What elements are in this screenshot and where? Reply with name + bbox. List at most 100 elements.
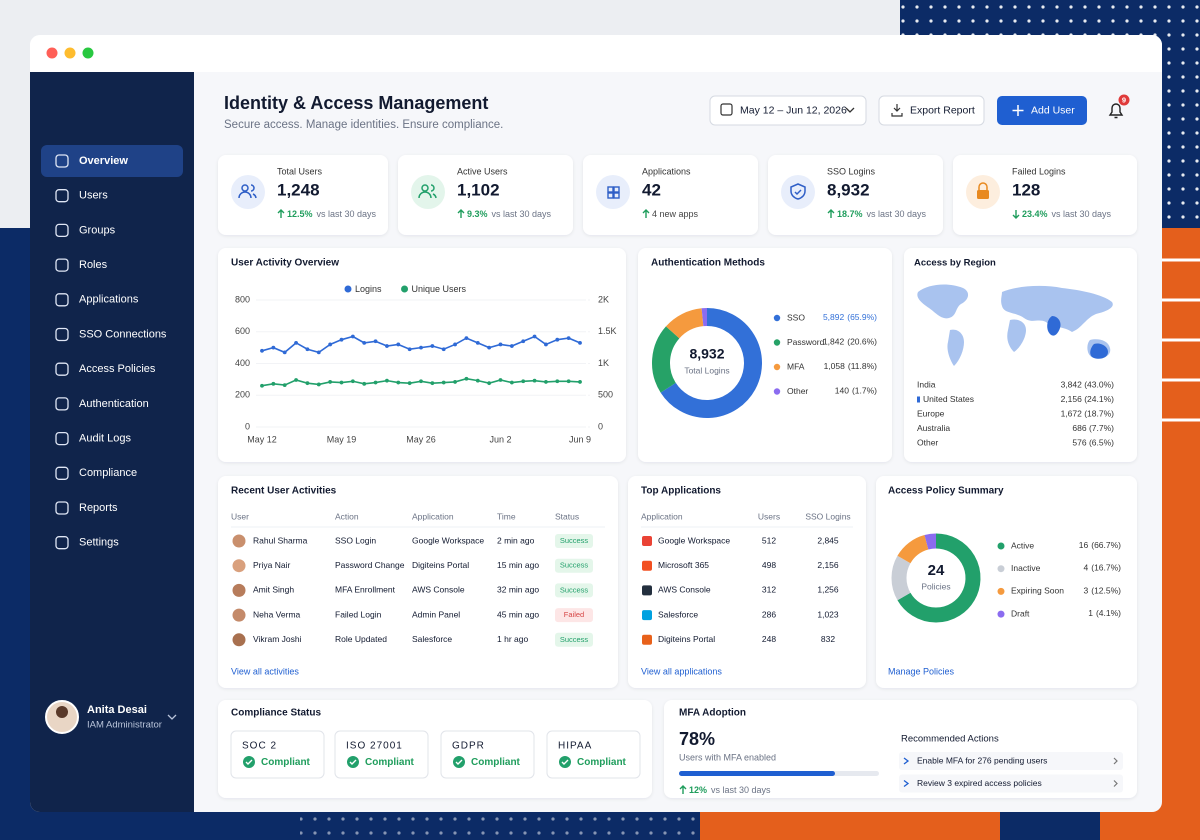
action: Password Change [335,560,405,570]
app-icon [642,536,652,546]
action-icon [903,779,910,788]
app-name: AWS Console [658,585,711,595]
stat-icon [613,186,620,193]
nav-item[interactable]: Audit Logs [79,433,131,445]
arrow-up [827,209,835,218]
nav-item[interactable]: Access Policies [79,363,156,375]
action-row[interactable] [899,774,1123,793]
window-maximize[interactable] [82,47,94,59]
donut-segment [652,326,680,393]
nav-item[interactable]: SSO Connections [79,328,167,340]
region-name: United States [923,394,974,404]
nav-item[interactable]: Users [79,190,108,202]
nav-item[interactable]: Compliance [79,467,137,479]
card [218,248,626,462]
user-name: Vikram Joshi [253,634,302,644]
legend-label: SSO [787,312,805,322]
line-point [578,380,582,384]
legend-value: 3 (12.5%) [1084,586,1122,596]
bell[interactable] [1108,103,1124,119]
mfa-note: vs last 30 days [711,785,771,795]
stat-icon [421,184,429,192]
line-point [339,380,344,385]
line-point [419,345,423,350]
check-mark [455,759,463,765]
donut-segment [897,535,929,564]
link[interactable]: View all applications [641,666,722,676]
line-point [385,378,389,383]
nav-item[interactable]: Groups [79,224,116,236]
stat-icon [241,184,249,192]
nav-icon [55,362,69,376]
nav-item[interactable]: Settings [79,537,119,549]
nav-item[interactable]: Authentication [79,398,149,410]
export-label[interactable]: Export Report [910,104,975,116]
title-bar [30,35,1162,72]
column-header: Status [555,511,579,521]
compliance-box [546,730,641,779]
line-point [350,334,355,339]
stat-label: Active Users [457,166,508,176]
map-land [947,329,964,366]
value-label: 140 [835,386,849,396]
legend-swatch [773,339,781,346]
download-icon [891,104,903,117]
legend-swatch [344,285,352,293]
window-minimize[interactable] [64,47,76,59]
legend-label: Expiring Soon [1011,586,1064,596]
stat-change: 18.7% [837,209,863,219]
add-user-button[interactable] [997,96,1087,125]
avatar [232,534,246,548]
line-point [532,334,537,339]
x-tick-label: Jun 2 [489,434,511,444]
compliance-box [230,730,325,779]
link[interactable]: Manage Policies [888,666,955,676]
line-point [362,381,367,386]
line-point [260,348,264,353]
link[interactable]: View all activities [231,666,299,676]
backdrop-orange-bottom [700,812,1000,840]
stat-icon [418,184,437,199]
nav-item[interactable]: Reports [79,502,118,514]
window-close[interactable] [46,47,58,59]
nav-item[interactable]: Overview [79,155,128,167]
action-item[interactable]: Enable MFA for 276 pending users [917,755,1047,765]
legend-swatch [997,610,1005,618]
chevron[interactable] [167,714,177,720]
card-title: User Activity Overview [231,258,339,269]
value-label: 5,892 [823,312,845,322]
action: MFA Enrollment [335,585,396,595]
action-item[interactable]: Review 3 expired access policies [917,778,1042,788]
line-point [396,380,401,385]
status: Compliant [577,757,627,768]
map-land [1001,285,1113,332]
value-label: 1,842 [823,337,845,347]
y-tick-label: 0 [245,421,250,431]
card [953,155,1137,235]
stat-change: 23.4% [1022,209,1048,219]
line-point [498,342,503,347]
legend-swatch [997,565,1005,573]
stat-icon [238,184,257,199]
nav-item[interactable]: Applications [79,294,139,306]
badge-count: 9 [1122,95,1126,104]
line-point [339,337,344,342]
y-tick-label: 1.5K [598,326,617,336]
nav-item[interactable]: Roles [79,259,108,271]
export-button[interactable] [878,95,985,126]
action-row[interactable] [899,752,1123,770]
line-point [532,378,537,383]
avatar [232,559,246,573]
region-name: Australia [917,423,950,433]
nav-icon [55,536,69,550]
legend-value: 1,058 (11.8%) [824,361,878,371]
stat-note: vs last 30 days [867,209,927,219]
y-tick-label: 2K [598,294,609,304]
standard-name: ISO 27001 [346,741,403,752]
add-user-label[interactable]: Add User [1031,104,1075,116]
arrow-up [277,209,285,218]
date-button[interactable] [709,95,867,126]
date-range: May 12 – Jun 12, 2026 [740,104,847,116]
app-users: 498 [762,560,776,570]
